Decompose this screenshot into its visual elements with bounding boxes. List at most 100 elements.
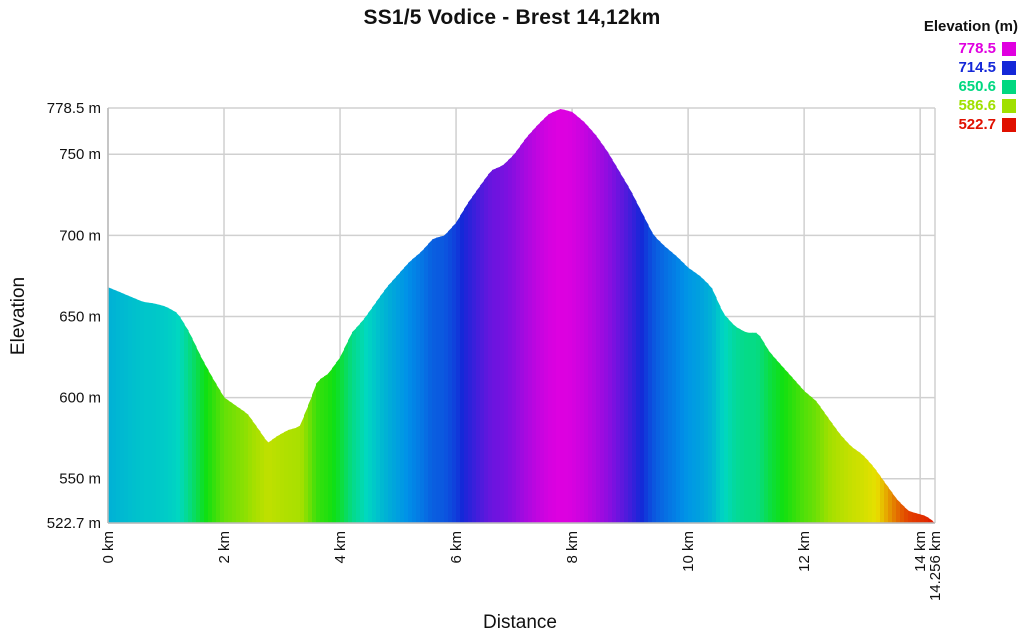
x-tick-label: 14.256 km [927,531,944,601]
y-tick-label: 550 m [59,471,101,488]
elevation-strip [280,432,285,523]
elevation-strip [180,317,185,523]
elevation-strip [676,256,681,523]
elevation-strip [548,112,553,523]
elevation-strip [668,249,673,524]
elevation-strip [864,456,869,523]
elevation-strip [884,481,889,523]
elevation-strip [448,226,453,524]
x-tick-label: 12 km [796,531,813,572]
elevation-strip [832,423,837,523]
elevation-strip [644,217,649,523]
elevation-strip [308,394,313,523]
elevation-strip [124,293,129,523]
elevation-strip [792,377,797,523]
elevation-strip [264,437,269,523]
elevation-strip [184,323,189,523]
legend-value: 650.6 [958,78,996,95]
elevation-strip [164,306,169,523]
elevation-strip [812,397,817,523]
elevation-strip [224,397,229,523]
elevation-strip [212,377,217,523]
elevation-strip [752,332,757,523]
elevation-strip [608,152,613,524]
elevation-strip [416,252,421,523]
elevation-strip [160,305,165,523]
elevation-strip [396,272,401,523]
elevation-strip [140,300,145,523]
tick-labels: 522.7 m 550 m 600 m 650 m 700 m 750 m 778.5 m 0… [47,100,944,601]
elevation-strip [508,156,513,523]
elevation-strip [220,390,225,523]
elevation-strip [328,368,333,523]
elevation-strip [304,405,309,523]
elevation-strip [276,434,281,523]
elevation-strip [916,513,921,523]
elevation-strip [516,145,521,524]
elevation-strip [456,215,461,523]
elevation-strip [544,114,549,523]
elevation-strip [116,290,121,523]
legend-swatch [1002,42,1016,56]
elevation-strip [576,115,581,523]
y-tick-label: 750 m [59,146,101,163]
elevation-strip [568,110,573,523]
elevation-strip [520,140,525,524]
elevation-strip [260,431,265,523]
elevation-strip [200,355,205,523]
x-tick-label: 8 km [564,531,581,564]
elevation-strip [132,297,137,523]
elevation-strip [400,267,405,523]
elevation-strip [788,373,793,523]
y-tick-label: 778.5 m [47,100,101,117]
elevation-strip [136,299,141,523]
elevation-strip [532,126,537,523]
elevation-strip [764,343,769,523]
elevation-strip [348,332,353,523]
legend-item: 714.5 [910,59,1018,77]
elevation-strip [156,303,161,523]
elevation-strip [312,383,317,523]
elevation-strip [272,436,277,523]
elevation-strip [292,427,297,523]
elevation-strip [384,285,389,523]
chart-title: SS1/5 Vodice - Brest 14,12km [363,6,661,29]
elevation-strip [924,515,929,523]
elevation-strip [196,346,201,523]
elevation-strip [524,135,529,523]
elevation-strip [112,288,117,523]
elevation-strip [800,386,805,523]
elevation-strip [232,403,237,523]
elevation-strip [372,301,377,523]
elevation-strip [504,160,509,523]
elevation-strip [296,425,301,523]
elevation-strip [588,126,593,524]
elevation-strip [440,235,445,524]
elevation-strip [452,222,457,523]
elevation-strip [888,487,893,523]
elevation-strip [736,327,741,523]
elevation-strip [760,336,765,523]
elevation-strip [240,408,245,523]
elevation-strip [244,411,249,523]
elevation-strip [820,406,825,523]
elevation-strip [780,364,785,523]
elevation-strip [512,151,517,524]
elevation-strip [204,362,209,523]
elevation-strip [324,373,329,523]
elevation-strip [424,244,429,524]
elevation-strip [728,318,733,523]
elevation-strip [368,307,373,523]
elevation-strip [480,180,485,524]
legend-item: 778.5 [910,40,1018,58]
elevation-strip [564,109,569,523]
elevation-strip [640,209,645,524]
elevation-strip [616,166,621,523]
elevation-strip [428,239,433,523]
elevation-strip [236,405,241,523]
elevation-strip [860,452,865,523]
elevation-strip [316,379,321,523]
elevation-strip [584,122,589,523]
elevation-strip [284,429,289,523]
